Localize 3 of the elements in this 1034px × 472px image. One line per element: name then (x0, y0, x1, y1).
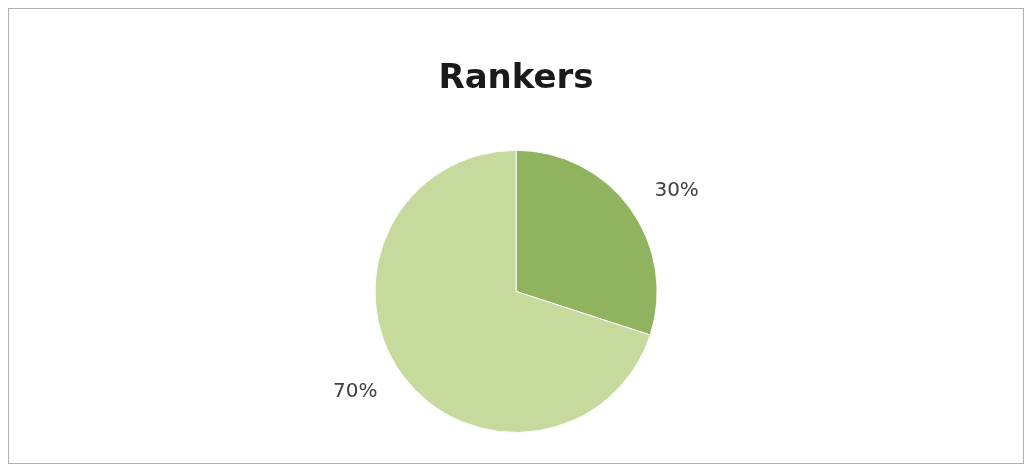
data-label: 70% (333, 378, 378, 403)
data-label: 30% (654, 177, 699, 202)
chart-title: Rankers (438, 56, 594, 97)
